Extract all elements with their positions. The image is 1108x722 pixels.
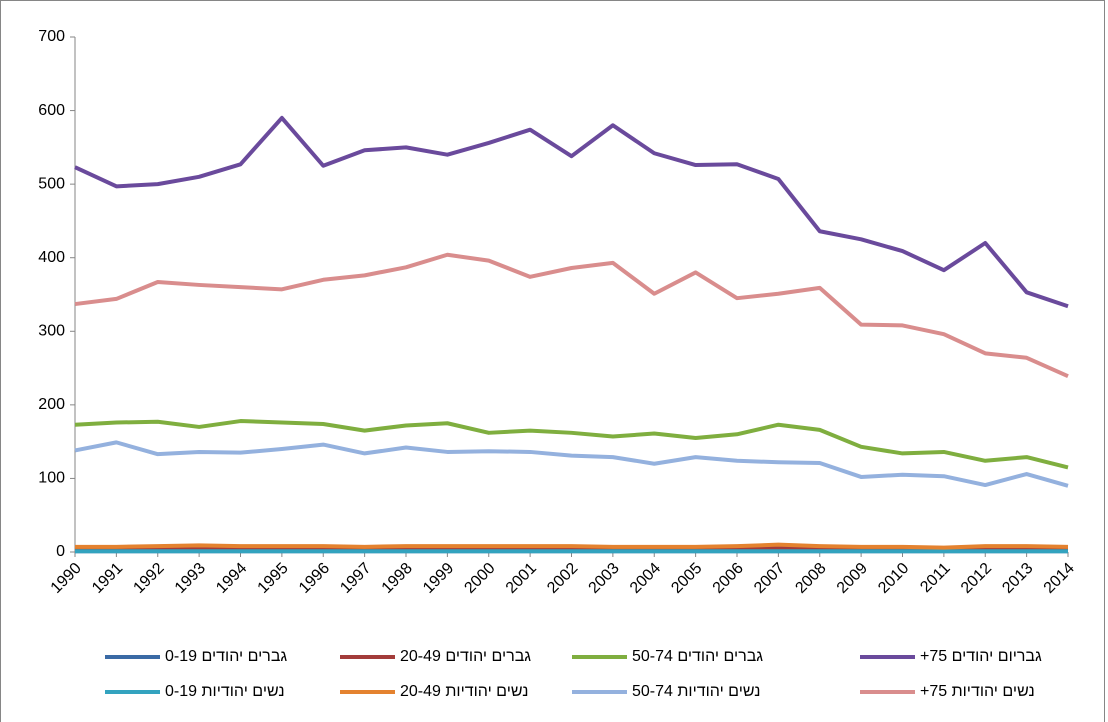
series-line (74, 252, 1069, 378)
x-tick-label: 2003 (585, 560, 622, 597)
x-tick-label: 2007 (751, 560, 788, 597)
x-tick-label: 1997 (337, 560, 374, 597)
x-tick-label: 2013 (999, 560, 1036, 597)
x-tick-label: 1995 (254, 560, 291, 597)
x-tick-label: 1991 (89, 560, 126, 597)
y-tick-label: 400 (38, 249, 65, 266)
legend-label: נשים יהודיות 0-19 (165, 683, 285, 700)
x-tick-label: 2001 (503, 560, 540, 597)
x-tick-label: 2004 (627, 560, 664, 597)
y-tick-label: 600 (38, 102, 65, 119)
x-tick-label: 2011 (917, 560, 953, 596)
legend-label: גברים יהודים 20-49 (400, 648, 531, 665)
y-tick-label: 700 (38, 28, 65, 45)
x-tick-label: 2005 (668, 560, 705, 597)
x-tick-label: 2014 (1041, 560, 1078, 597)
x-tick-label: 2010 (875, 560, 912, 597)
y-tick-label: 300 (38, 323, 65, 340)
x-tick-label: 2000 (461, 560, 498, 597)
legend-label: נשים יהודיות 75+ (920, 683, 1035, 700)
y-tick-label: 0 (56, 543, 65, 560)
x-tick-label: 1994 (213, 560, 250, 597)
x-tick-label: 1996 (296, 560, 333, 597)
series-line (74, 440, 1069, 488)
x-tick-label: 1990 (48, 560, 85, 597)
x-tick-label: 2008 (792, 560, 829, 597)
legend-label: גברים יהודים 50-74 (632, 648, 763, 665)
legend-label: נשים יהודיות 20-49 (400, 683, 528, 700)
x-tick-label: 1992 (130, 560, 167, 597)
legend-label: גבריום יהודים 75+ (920, 648, 1042, 665)
y-tick-label: 200 (38, 396, 65, 413)
legend-label: נשים יהודיות 50-74 (632, 683, 760, 700)
x-tick-label: 1998 (379, 560, 416, 597)
series-line (75, 542, 1069, 550)
y-tick-label: 500 (38, 175, 65, 192)
x-tick-label: 2006 (710, 560, 747, 597)
x-tick-label: 2012 (958, 560, 995, 597)
x-tick-label: 2009 (834, 560, 871, 597)
x-tick-label: 1993 (172, 560, 209, 597)
x-tick-label: 2002 (544, 560, 581, 597)
x-tick-label: 1999 (420, 560, 457, 597)
series-line (74, 115, 1069, 309)
legend-label: גברים יהודים 0-19 (165, 648, 287, 665)
series-line (74, 419, 1069, 470)
y-tick-label: 100 (38, 470, 65, 487)
